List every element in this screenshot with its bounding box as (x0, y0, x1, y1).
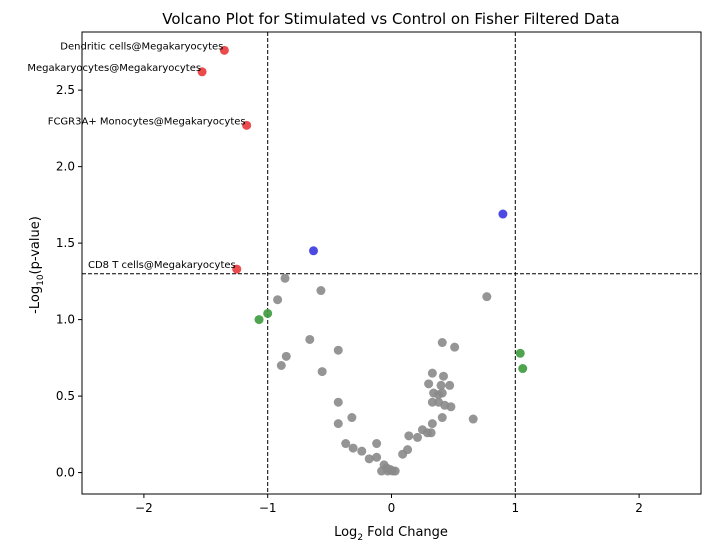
x-tick-label: −1 (259, 501, 277, 515)
data-point (357, 446, 367, 456)
data-point (305, 334, 315, 344)
data-point (436, 380, 446, 390)
data-point (333, 419, 343, 429)
data-point (232, 264, 242, 274)
data-point (468, 414, 478, 424)
data-point (309, 246, 319, 256)
data-point (446, 402, 456, 412)
y-tick-label: 0.5 (56, 389, 75, 403)
data-point (498, 209, 508, 219)
y-tick-label: 2.0 (56, 160, 75, 174)
data-point (372, 452, 382, 462)
y-tick-label: 2.5 (56, 83, 75, 97)
point-label: Megakaryocytes@Megakaryocytes (27, 63, 201, 74)
y-axis-label: -Log10(p-value) (28, 216, 46, 314)
data-point (348, 443, 358, 453)
data-point (482, 292, 492, 302)
data-point (424, 379, 434, 389)
data-point (398, 449, 408, 459)
y-tick-label: 1.5 (56, 236, 75, 250)
data-point (219, 45, 229, 55)
data-point (333, 397, 343, 407)
y-tick-label: 0.0 (56, 466, 75, 480)
data-point (276, 360, 286, 370)
x-tick-label: 1 (511, 501, 519, 515)
data-point (254, 315, 264, 325)
data-point (242, 120, 252, 130)
data-point (427, 419, 437, 429)
data-point (438, 371, 448, 381)
data-point (316, 286, 326, 296)
data-point (450, 342, 460, 352)
data-point (404, 431, 414, 441)
data-point (385, 465, 395, 475)
y-tick-label: 1.0 (56, 313, 75, 327)
point-label: CD8 T cells@Megakaryocytes (88, 260, 236, 271)
data-point (412, 432, 422, 442)
point-label: Dendritic cells@Megakaryocytes (60, 41, 223, 52)
data-point (273, 295, 283, 305)
data-point (437, 388, 447, 398)
data-point (364, 454, 374, 464)
data-point (426, 428, 436, 438)
data-point (333, 345, 343, 355)
point-label: FCGR3A+ Monocytes@Megakaryocytes (48, 116, 246, 127)
data-point (372, 439, 382, 449)
data-point (281, 351, 291, 361)
x-tick-label: 2 (635, 501, 643, 515)
data-point (515, 348, 525, 358)
data-point (377, 466, 387, 476)
chart-title: Volcano Plot for Stimulated vs Control o… (162, 10, 619, 28)
x-tick-label: 0 (388, 501, 396, 515)
data-point (427, 397, 437, 407)
x-tick-label: −2 (135, 501, 153, 515)
data-point (263, 308, 273, 318)
data-point (280, 273, 290, 283)
data-point (347, 413, 357, 423)
data-point (437, 413, 447, 423)
data-point (437, 338, 447, 348)
x-axis-label: Log2 Fold Change (334, 525, 448, 543)
data-point (427, 368, 437, 378)
data-point (518, 364, 528, 374)
data-point (197, 67, 207, 77)
data-point (341, 439, 351, 449)
data-point (445, 380, 455, 390)
data-point (317, 367, 327, 377)
